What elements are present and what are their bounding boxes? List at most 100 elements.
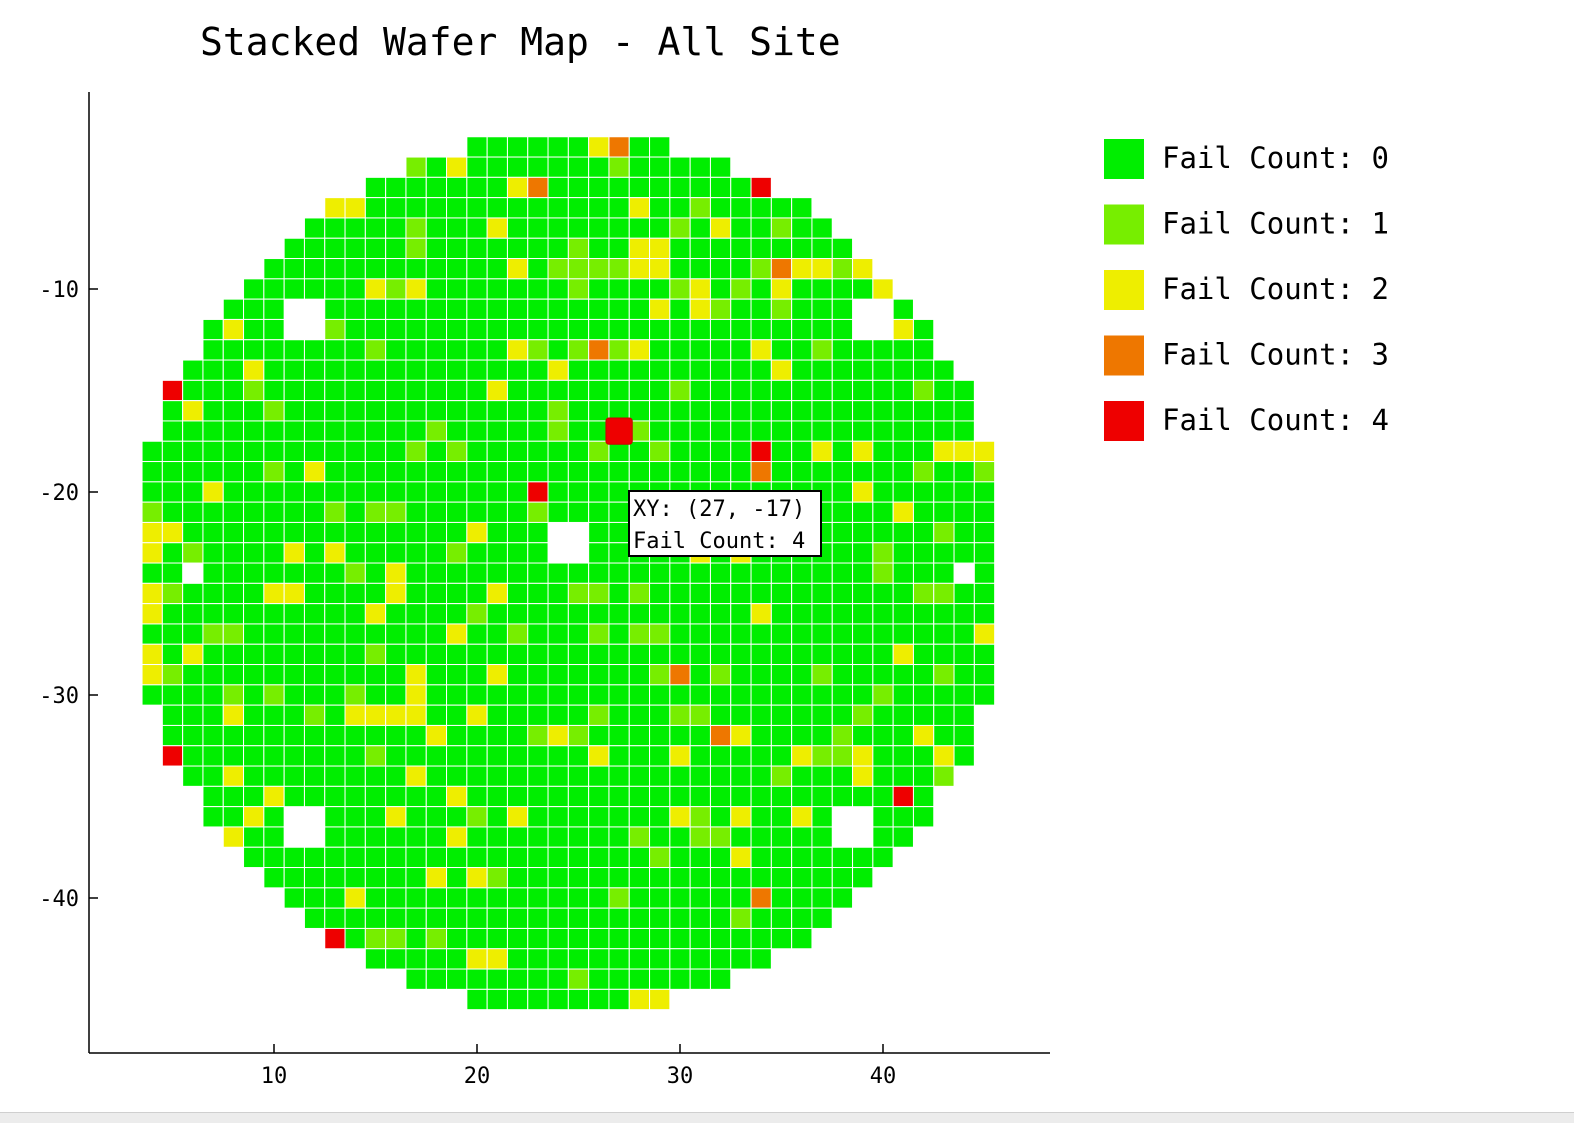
die-cell[interactable] [709, 765, 732, 787]
die-cell[interactable] [831, 643, 854, 666]
die-cell[interactable] [852, 704, 874, 726]
die-cell[interactable] [628, 765, 651, 787]
die-cell[interactable] [446, 806, 468, 828]
die-cell[interactable] [852, 562, 874, 584]
die-cell[interactable] [811, 623, 833, 645]
die-cell[interactable] [811, 359, 833, 381]
die-cell[interactable] [912, 562, 935, 584]
die-cell[interactable] [770, 623, 793, 645]
die-cell[interactable] [324, 481, 346, 503]
die-cell[interactable] [669, 867, 691, 889]
die-cell[interactable] [182, 379, 204, 402]
die-cell[interactable] [202, 765, 224, 787]
die-cell[interactable] [608, 948, 630, 970]
die-cell[interactable] [527, 359, 549, 381]
die-cell[interactable] [446, 582, 468, 605]
die-cell[interactable] [831, 318, 854, 341]
die-cell[interactable] [628, 603, 651, 625]
die-cell[interactable] [892, 339, 914, 361]
die-cell[interactable] [892, 501, 914, 523]
die-cell[interactable] [770, 278, 793, 300]
die-cell[interactable] [344, 927, 366, 950]
die-cell[interactable] [466, 420, 488, 442]
die-cell[interactable] [649, 724, 671, 747]
die-cell[interactable] [567, 339, 590, 361]
die-cell[interactable] [547, 603, 569, 625]
die-cell[interactable] [892, 420, 914, 442]
die-cell[interactable] [466, 562, 488, 584]
die-cell[interactable] [425, 664, 448, 686]
die-cell[interactable] [852, 440, 874, 463]
die-cell[interactable] [344, 664, 366, 686]
die-cell[interactable] [547, 501, 569, 523]
die-cell[interactable] [791, 867, 813, 889]
die-cell[interactable] [283, 643, 305, 666]
die-cell[interactable] [161, 623, 184, 645]
die-cell[interactable] [425, 806, 448, 828]
die-cell[interactable] [527, 501, 549, 523]
die-cell[interactable] [385, 400, 407, 422]
die-cell[interactable] [689, 785, 711, 808]
die-cell[interactable] [344, 562, 366, 584]
die-cell[interactable] [709, 339, 732, 361]
die-cell[interactable] [791, 785, 813, 808]
die-cell[interactable] [791, 379, 813, 402]
die-cell[interactable] [547, 867, 569, 889]
die-cell[interactable] [669, 278, 691, 300]
die-cell[interactable] [466, 197, 488, 219]
die-cell[interactable] [344, 400, 366, 422]
die-cell[interactable] [303, 724, 326, 747]
die-cell[interactable] [486, 359, 508, 381]
die-cell[interactable] [466, 542, 488, 564]
die-cell[interactable] [649, 258, 671, 280]
die-cell[interactable] [446, 603, 468, 625]
die-cell[interactable] [770, 826, 793, 848]
die-cell[interactable] [669, 562, 691, 584]
die-cell[interactable] [486, 765, 508, 787]
die-cell[interactable] [283, 623, 305, 645]
die-cell[interactable] [446, 501, 468, 523]
die-cell[interactable] [567, 156, 590, 178]
die-cell[interactable] [608, 339, 630, 361]
die-cell[interactable] [466, 927, 488, 950]
die-cell[interactable] [567, 136, 590, 158]
die-cell[interactable] [588, 907, 610, 929]
die-cell[interactable] [527, 582, 549, 605]
die-cell[interactable] [831, 542, 854, 564]
die-cell[interactable] [405, 623, 427, 645]
die-cell[interactable] [405, 339, 427, 361]
die-cell[interactable] [161, 440, 184, 463]
die-cell[interactable] [831, 582, 854, 605]
die-cell[interactable] [831, 887, 854, 909]
die-cell[interactable] [750, 785, 772, 808]
die-cell[interactable] [689, 704, 711, 726]
die-cell[interactable] [791, 664, 813, 686]
die-cell[interactable] [852, 582, 874, 605]
die-cell[interactable] [852, 603, 874, 625]
die-cell[interactable] [324, 582, 346, 605]
die-cell[interactable] [263, 724, 285, 747]
die-cell[interactable] [527, 197, 549, 219]
die-cell[interactable] [364, 643, 387, 666]
die-cell[interactable] [466, 440, 488, 463]
die-cell[interactable] [486, 826, 508, 848]
die-cell[interactable] [669, 643, 691, 666]
die-cell[interactable] [263, 826, 285, 848]
die-cell[interactable] [222, 440, 245, 463]
die-cell[interactable] [283, 339, 305, 361]
die-cell[interactable] [588, 339, 610, 361]
die-cell[interactable] [912, 806, 935, 828]
die-cell[interactable] [730, 745, 752, 767]
die-cell[interactable] [385, 643, 407, 666]
die-cell[interactable] [446, 481, 468, 503]
die-cell[interactable] [588, 603, 610, 625]
die-cell[interactable] [344, 867, 366, 889]
die-cell[interactable] [466, 400, 488, 422]
die-cell[interactable] [506, 136, 529, 158]
die-cell[interactable] [852, 420, 874, 442]
die-cell[interactable] [344, 724, 366, 747]
die-cell[interactable] [709, 176, 732, 199]
die-cell[interactable] [791, 237, 813, 260]
die-cell[interactable] [425, 339, 448, 361]
die-cell[interactable] [628, 623, 651, 645]
